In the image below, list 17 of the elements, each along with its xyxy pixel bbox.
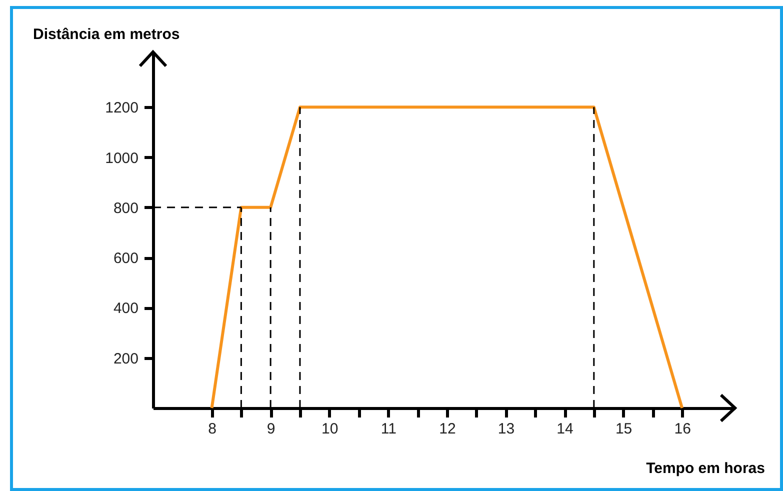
y-tick-label: 1000 [105, 150, 138, 167]
x-tick-label: 9 [266, 420, 276, 438]
x-tick-label: 13 [498, 420, 515, 438]
y-tick-label: 600 [113, 250, 138, 268]
y-axis-title: Distância em metros [33, 26, 180, 43]
x-tick-label: 16 [674, 420, 691, 438]
x-tick-label: 8 [208, 420, 216, 438]
y-tick-label: 800 [113, 200, 138, 217]
x-tick-label: 11 [380, 420, 396, 438]
x-tick-label: 12 [439, 420, 456, 438]
x-tick-label: 15 [615, 420, 632, 438]
y-tick-label: 200 [113, 350, 138, 368]
x-tick-label: 10 [322, 420, 338, 438]
y-tick-label: 1200 [105, 100, 138, 117]
x-axis-title: Tempo em horas [646, 460, 765, 477]
x-tick-label: 14 [556, 420, 574, 438]
y-tick-label: 400 [113, 300, 138, 318]
